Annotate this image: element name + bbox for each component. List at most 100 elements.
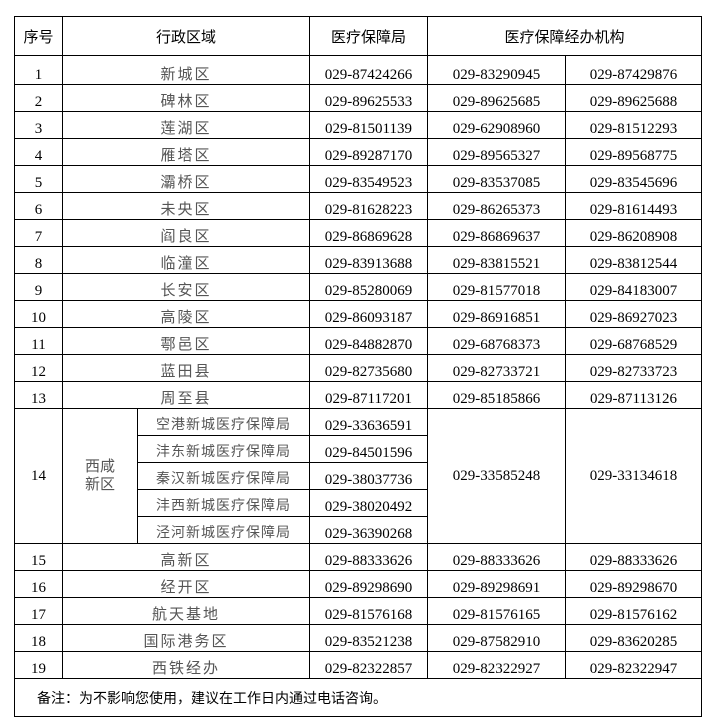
agency-phone-2: 029-86927023 bbox=[565, 300, 703, 328]
agency-phone-2: 029-87429876 bbox=[565, 55, 703, 85]
table-row: 沣西新城医疗保障局 029-38020492 bbox=[15, 489, 702, 517]
header-bureau: 医疗保障局 bbox=[309, 16, 429, 56]
header-agency: 医疗保障经办机构 bbox=[427, 16, 703, 56]
row-index: 18 bbox=[14, 624, 63, 652]
bureau-phone: 029-33636591 bbox=[309, 408, 429, 436]
row-index: 16 bbox=[14, 570, 63, 598]
row-index: 2 bbox=[14, 84, 63, 112]
agency-phone-2: 029-88333626 bbox=[565, 543, 703, 571]
agency-phone-1: 029-82733721 bbox=[427, 354, 567, 382]
agency-phone-2: 029-89568775 bbox=[565, 138, 703, 166]
region-name: 莲湖区 bbox=[61, 111, 311, 139]
table-row: 8 临潼区 029-83913688 029-83815521 029-83812544 bbox=[14, 246, 703, 274]
bureau-phone: 029-89287170 bbox=[309, 138, 429, 166]
region-name: 未央区 bbox=[61, 192, 311, 220]
table-row: 16 经开区 029-89298690 029-89298691 029-8929867… bbox=[14, 570, 703, 598]
bureau-phone: 029-86093187 bbox=[309, 300, 429, 328]
region-name: 阎良区 bbox=[61, 219, 311, 247]
table-row: 6 未央区 029-81628223 029-86265373 029-81614493 bbox=[14, 192, 703, 220]
agency-phone-2: 029-89298670 bbox=[565, 570, 703, 598]
bureau-phone: 029-81628223 bbox=[309, 192, 429, 220]
bureau-phone: 029-88333626 bbox=[309, 543, 429, 571]
row-index: 10 bbox=[14, 300, 63, 328]
row-index: 13 bbox=[14, 381, 63, 409]
row-index: 12 bbox=[14, 354, 63, 382]
table-row: 2 碑林区 029-89625533 029-89625685 029-89625688 bbox=[14, 84, 703, 112]
row-index: 6 bbox=[14, 192, 63, 220]
table-row: 3 莲湖区 029-81501139 029-62908960 029-81512293 bbox=[14, 111, 703, 139]
agency-phone-1: 029-89298691 bbox=[427, 570, 567, 598]
agency-phone-1: 029-83290945 bbox=[427, 55, 567, 85]
agency-phone-1: 029-33585248 bbox=[427, 408, 567, 544]
contact-table: 序号 行政区域 医疗保障局 医疗保障经办机构 1 新城区 029-87424266 0… bbox=[13, 16, 703, 717]
agency-phone-2: 029-82322947 bbox=[565, 651, 703, 679]
row-index: 11 bbox=[14, 327, 63, 355]
bureau-phone: 029-85280069 bbox=[309, 273, 429, 301]
bureau-phone: 029-86869628 bbox=[309, 219, 429, 247]
bureau-phone: 029-82735680 bbox=[309, 354, 429, 382]
agency-phone-1: 029-85185866 bbox=[427, 381, 567, 409]
region-name: 经开区 bbox=[61, 570, 311, 598]
region-name: 西铁经办 bbox=[61, 651, 311, 679]
agency-phone-2: 029-33134618 bbox=[565, 408, 703, 544]
region-name: 新城区 bbox=[61, 55, 311, 85]
table-row: 17 航天基地 029-81576168 029-81576165 029-815761… bbox=[14, 597, 703, 625]
bureau-phone: 029-84882870 bbox=[309, 327, 429, 355]
agency-phone-1: 029-86265373 bbox=[427, 192, 567, 220]
agency-phone-1: 029-62908960 bbox=[427, 111, 567, 139]
table-row: 9 长安区 029-85280069 029-81577018 029-84183007 bbox=[14, 273, 703, 301]
header-row: 序号 行政区域 医疗保障局 医疗保障经办机构 bbox=[14, 16, 703, 56]
table-row: 18 国际港务区 029-83521238 029-87582910 029-83620… bbox=[14, 624, 703, 652]
row-index: 1 bbox=[14, 55, 63, 85]
region-name: 临潼区 bbox=[61, 246, 311, 274]
agency-phone-2: 029-84183007 bbox=[565, 273, 703, 301]
region-name-line: 西咸 bbox=[84, 459, 115, 475]
row-index: 19 bbox=[14, 651, 63, 679]
region-name: 高陵区 bbox=[61, 300, 311, 328]
agency-phone-2: 029-87113126 bbox=[565, 381, 703, 409]
region-name: 灞桥区 bbox=[61, 165, 311, 193]
table-row: 13 周至县 029-87117201 029-85185866 029-8711312… bbox=[14, 381, 703, 409]
row-index: 5 bbox=[14, 165, 63, 193]
region-name: 鄠邑区 bbox=[61, 327, 311, 355]
row-index: 14 bbox=[14, 408, 63, 544]
agency-phone-2: 029-89625688 bbox=[565, 84, 703, 112]
agency-phone-2: 029-81614493 bbox=[565, 192, 703, 220]
region-name: 周至县 bbox=[61, 381, 311, 409]
agency-phone-2: 029-83545696 bbox=[565, 165, 703, 193]
header-index: 序号 bbox=[14, 16, 63, 56]
table-row: 7 阎良区 029-86869628 029-86869637 029-86208908 bbox=[14, 219, 703, 247]
table-row: 泾河新城医疗保障局 029-36390268 bbox=[15, 516, 702, 544]
bureau-phone: 029-81576168 bbox=[309, 597, 429, 625]
region-name: 国际港务区 bbox=[61, 624, 311, 652]
agency-phone-2: 029-81576162 bbox=[565, 597, 703, 625]
agency-phone-1: 029-86916851 bbox=[427, 300, 567, 328]
agency-phone-1: 029-81577018 bbox=[427, 273, 567, 301]
table-row: 14 西咸 新区 空港新城医疗保障局 029-33636591 029-33585248 0… bbox=[14, 408, 703, 544]
bureau-phone: 029-87424266 bbox=[309, 55, 429, 85]
bureau-phone: 029-87117201 bbox=[309, 381, 429, 409]
agency-phone-2: 029-81512293 bbox=[565, 111, 703, 139]
agency-phone-1: 029-88333626 bbox=[427, 543, 567, 571]
bureau-phone: 029-38020492 bbox=[309, 489, 429, 517]
row-index: 15 bbox=[14, 543, 63, 571]
region-name: 航天基地 bbox=[61, 597, 311, 625]
bureau-phone: 029-89298690 bbox=[309, 570, 429, 598]
bureau-phone: 029-83521238 bbox=[309, 624, 429, 652]
header-region: 行政区域 bbox=[61, 16, 311, 56]
region-name: 蓝田县 bbox=[61, 354, 311, 382]
agency-phone-2: 029-83620285 bbox=[565, 624, 703, 652]
row-index: 17 bbox=[14, 597, 63, 625]
bureau-phone: 029-83549523 bbox=[309, 165, 429, 193]
bureau-phone: 029-82322857 bbox=[309, 651, 429, 679]
bureau-phone: 029-89625533 bbox=[309, 84, 429, 112]
note-text: 备注：为不影响您使用，建议在工作日内通过电话咨询。 bbox=[13, 678, 703, 717]
agency-phone-1: 029-83537085 bbox=[427, 165, 567, 193]
agency-phone-1: 029-87582910 bbox=[427, 624, 567, 652]
region-name-line: 新区 bbox=[84, 477, 115, 493]
bureau-phone: 029-83913688 bbox=[309, 246, 429, 274]
row-index: 4 bbox=[14, 138, 63, 166]
agency-phone-2: 029-83812544 bbox=[565, 246, 703, 274]
table-row: 19 西铁经办 029-82322857 029-82322927 029-823229… bbox=[14, 651, 703, 679]
bureau-phone: 029-36390268 bbox=[309, 516, 429, 544]
